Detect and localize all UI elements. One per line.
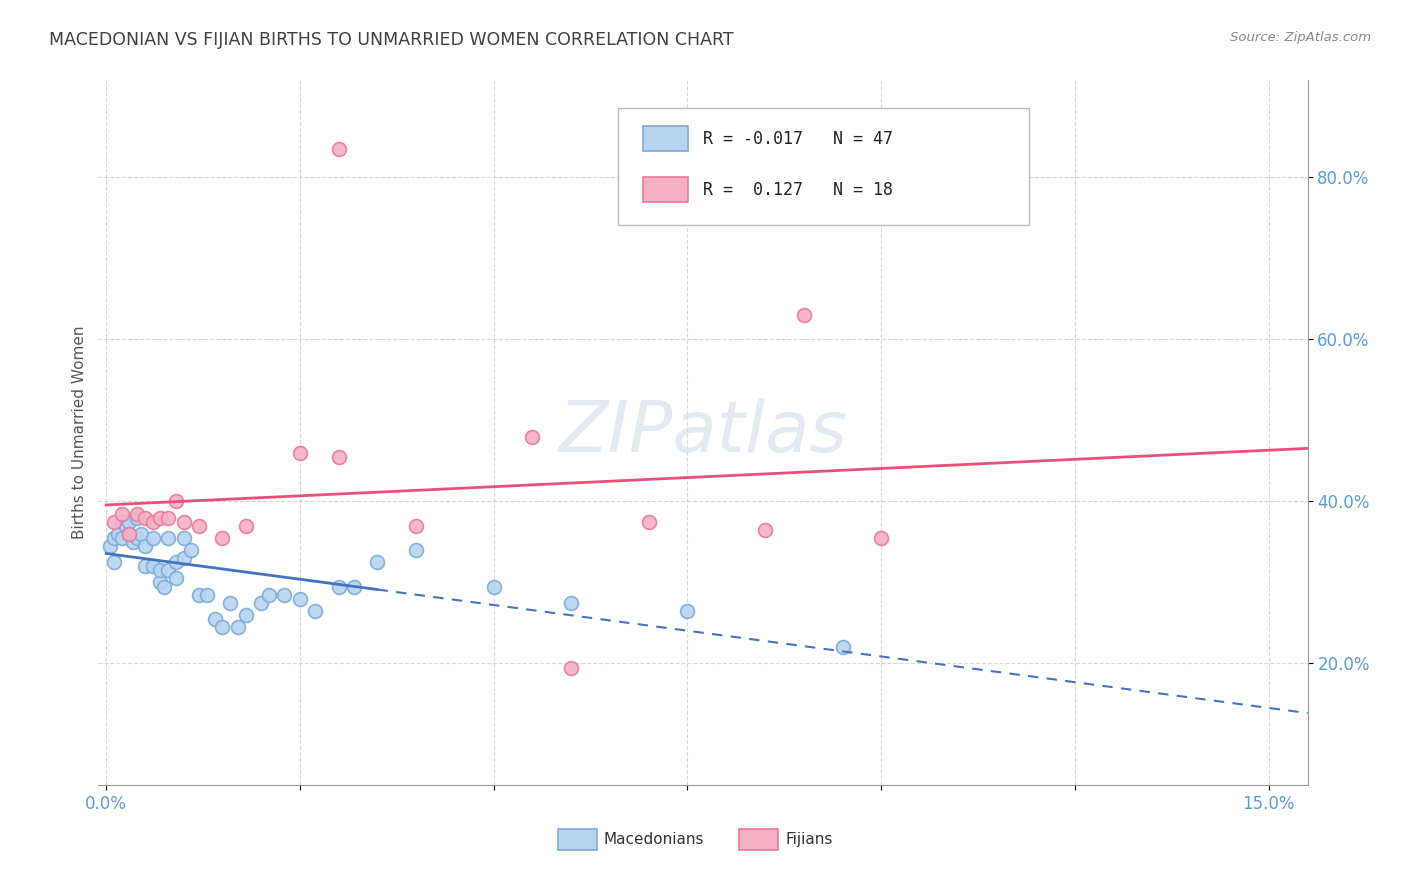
- Point: [870, 531, 893, 545]
- Text: Source: ZipAtlas.com: Source: ZipAtlas.com: [1230, 31, 1371, 45]
- Point: [118, 527, 141, 541]
- Point: [195, 588, 218, 602]
- Point: [165, 571, 187, 585]
- FancyBboxPatch shape: [619, 109, 1029, 225]
- Text: MACEDONIAN VS FIJIAN BIRTHS TO UNMARRIED WOMEN CORRELATION CHART: MACEDONIAN VS FIJIAN BIRTHS TO UNMARRIED…: [49, 31, 734, 49]
- Point: [157, 531, 180, 545]
- Point: [522, 430, 544, 444]
- Point: [560, 660, 582, 674]
- Point: [235, 607, 257, 622]
- Text: R =  0.127   N = 18: R = 0.127 N = 18: [703, 180, 893, 199]
- Point: [149, 563, 172, 577]
- Point: [111, 531, 134, 545]
- Y-axis label: Births to Unmarried Women: Births to Unmarried Women: [72, 326, 87, 540]
- Point: [142, 531, 165, 545]
- Point: [405, 518, 427, 533]
- Point: [153, 580, 176, 594]
- Point: [482, 580, 505, 594]
- Point: [676, 604, 699, 618]
- Point: [328, 450, 350, 464]
- Point: [118, 527, 141, 541]
- Point: [250, 596, 273, 610]
- Point: [149, 575, 172, 590]
- Point: [288, 591, 311, 606]
- Point: [149, 510, 172, 524]
- Point: [127, 531, 149, 545]
- Point: [142, 559, 165, 574]
- Point: [754, 523, 776, 537]
- Point: [304, 604, 326, 618]
- Point: [107, 527, 129, 541]
- Point: [328, 580, 350, 594]
- Point: [122, 535, 145, 549]
- Point: [211, 531, 233, 545]
- Point: [257, 588, 280, 602]
- Point: [118, 515, 141, 529]
- FancyBboxPatch shape: [740, 830, 778, 850]
- Point: [273, 588, 295, 602]
- Point: [114, 518, 136, 533]
- Text: Fijians: Fijians: [785, 832, 832, 847]
- Point: [173, 515, 195, 529]
- Point: [103, 555, 125, 569]
- Point: [188, 518, 211, 533]
- Point: [405, 543, 427, 558]
- Point: [226, 620, 249, 634]
- FancyBboxPatch shape: [643, 177, 689, 202]
- Point: [831, 640, 853, 655]
- Point: [103, 531, 125, 545]
- Point: [129, 527, 152, 541]
- Point: [127, 510, 149, 524]
- Point: [111, 507, 134, 521]
- Point: [165, 494, 187, 508]
- Point: [219, 596, 242, 610]
- Point: [560, 596, 582, 610]
- Point: [165, 555, 187, 569]
- Point: [637, 515, 659, 529]
- Point: [157, 510, 180, 524]
- Point: [134, 510, 156, 524]
- Point: [188, 588, 211, 602]
- Text: ZIPatlas: ZIPatlas: [558, 398, 848, 467]
- Point: [98, 539, 121, 553]
- FancyBboxPatch shape: [643, 126, 689, 152]
- Text: Macedonians: Macedonians: [603, 832, 704, 847]
- Point: [328, 142, 350, 156]
- Point: [103, 515, 125, 529]
- Point: [235, 518, 257, 533]
- Point: [173, 551, 195, 566]
- Point: [288, 446, 311, 460]
- Point: [211, 620, 233, 634]
- FancyBboxPatch shape: [558, 830, 596, 850]
- Point: [204, 612, 226, 626]
- Point: [127, 507, 149, 521]
- Point: [366, 555, 388, 569]
- Point: [180, 543, 202, 558]
- Point: [111, 515, 134, 529]
- Point: [157, 563, 180, 577]
- Point: [173, 531, 195, 545]
- Point: [134, 559, 156, 574]
- Point: [142, 515, 165, 529]
- Point: [343, 580, 366, 594]
- Point: [793, 308, 815, 322]
- Text: R = -0.017   N = 47: R = -0.017 N = 47: [703, 129, 893, 148]
- Point: [134, 539, 156, 553]
